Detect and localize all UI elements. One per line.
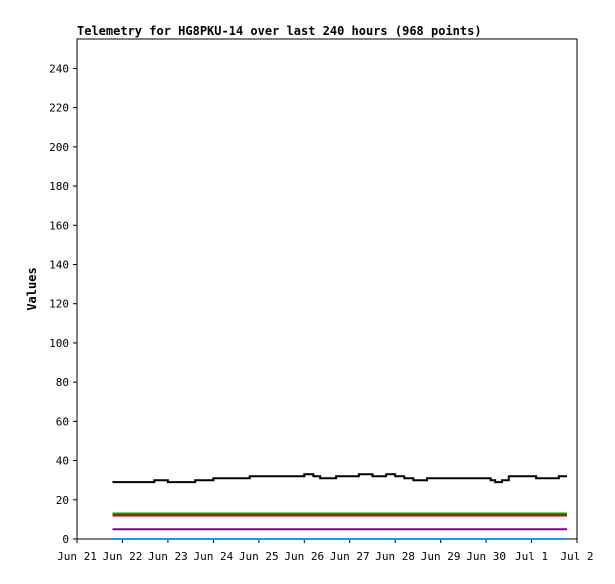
y-tick-label: 0: [62, 533, 69, 546]
y-tick-label: 160: [49, 219, 69, 232]
y-tick-label: 20: [56, 494, 69, 507]
y-tick-label: 100: [49, 337, 69, 350]
y-tick-label: 140: [49, 258, 69, 271]
y-tick-label: 40: [56, 455, 69, 468]
x-tick-label: Jul 2: [560, 550, 593, 563]
x-tick-label: Jun 25: [239, 550, 279, 563]
x-tick-label: Jun 22: [103, 550, 143, 563]
x-tick-label: Jun 21: [57, 550, 97, 563]
y-tick-label: 80: [56, 376, 69, 389]
x-tick-label: Jun 29: [421, 550, 461, 563]
plot-frame: [76, 38, 578, 540]
y-tick-label: 240: [49, 62, 69, 75]
y-tick-label: 180: [49, 180, 69, 193]
x-axis-ticks: Jun 21 Jun 22 Jun 23 Jun 24 Jun 25 Jun 26 Jun …: [57, 539, 594, 563]
y-tick-label: 200: [49, 141, 69, 154]
x-tick-label: Jun 23: [148, 550, 188, 563]
x-tick-label: Jun 24: [193, 550, 233, 563]
y-tick-label: 60: [56, 415, 69, 428]
x-tick-label: Jul 1: [515, 550, 548, 563]
series-layer: [112, 473, 567, 540]
x-tick-label: Jun 30: [466, 550, 506, 563]
x-tick-label: Jun 28: [375, 550, 415, 563]
x-tick-label: Jun 27: [330, 550, 370, 563]
x-tick-label: Jun 26: [284, 550, 324, 563]
y-tick-label: 220: [49, 102, 69, 115]
series-line: [112, 473, 567, 484]
chart-title: Telemetry for HG8PKU-14 over last 240 ho…: [77, 24, 482, 38]
y-tick-label: 120: [49, 298, 69, 311]
y-axis-ticks: 0 20 40 60 80 100 120 140 160 180 200 220 240: [49, 62, 77, 546]
y-axis-label: Values: [25, 267, 39, 310]
